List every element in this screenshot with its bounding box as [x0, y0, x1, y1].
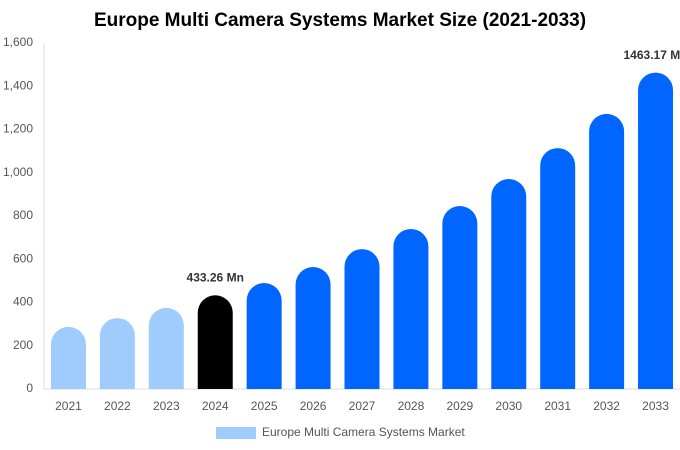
bar — [99, 318, 135, 389]
legend-swatch — [216, 427, 256, 439]
y-tick-label: 1,200 — [3, 122, 33, 136]
y-tick-label: 1,400 — [3, 78, 33, 92]
x-tick-label: 2032 — [593, 399, 620, 413]
x-tick-label: 2025 — [251, 399, 278, 413]
x-tick-label: 2027 — [349, 399, 376, 413]
x-tick-label: 2031 — [544, 399, 571, 413]
x-tick-label: 2028 — [398, 399, 425, 413]
y-tick-label: 1,000 — [3, 165, 33, 179]
bar — [148, 307, 184, 389]
bar — [589, 113, 625, 389]
bar — [197, 295, 233, 389]
x-tick-label: 2026 — [300, 399, 327, 413]
x-tick-label: 2033 — [642, 399, 669, 413]
x-tick-label: 2029 — [446, 399, 473, 413]
bar — [540, 148, 576, 389]
bar — [442, 206, 478, 389]
bar — [491, 179, 527, 389]
bar — [246, 283, 282, 389]
y-tick-label: 0 — [26, 381, 33, 395]
x-tick-label: 2021 — [55, 399, 82, 413]
bar — [344, 249, 380, 389]
value-label: 433.26 Mn — [187, 270, 244, 284]
chart-title: Europe Multi Camera Systems Market Size … — [94, 10, 586, 31]
y-tick-label: 400 — [13, 295, 33, 309]
y-tick-label: 800 — [13, 208, 33, 222]
x-tick-label: 2030 — [495, 399, 522, 413]
x-tick-label: 2022 — [104, 399, 131, 413]
bar — [393, 228, 429, 389]
x-tick-label: 2024 — [202, 399, 229, 413]
bar — [50, 326, 86, 389]
legend-label: Europe Multi Camera Systems Market — [262, 425, 465, 439]
bar — [295, 267, 331, 389]
y-tick-label: 200 — [13, 338, 33, 352]
value-label: 1463.17 Mn — [624, 48, 680, 62]
y-tick-label: 600 — [13, 251, 33, 265]
y-tick-label: 1,600 — [3, 35, 33, 49]
x-tick-label: 2023 — [153, 399, 180, 413]
bar — [638, 72, 674, 390]
